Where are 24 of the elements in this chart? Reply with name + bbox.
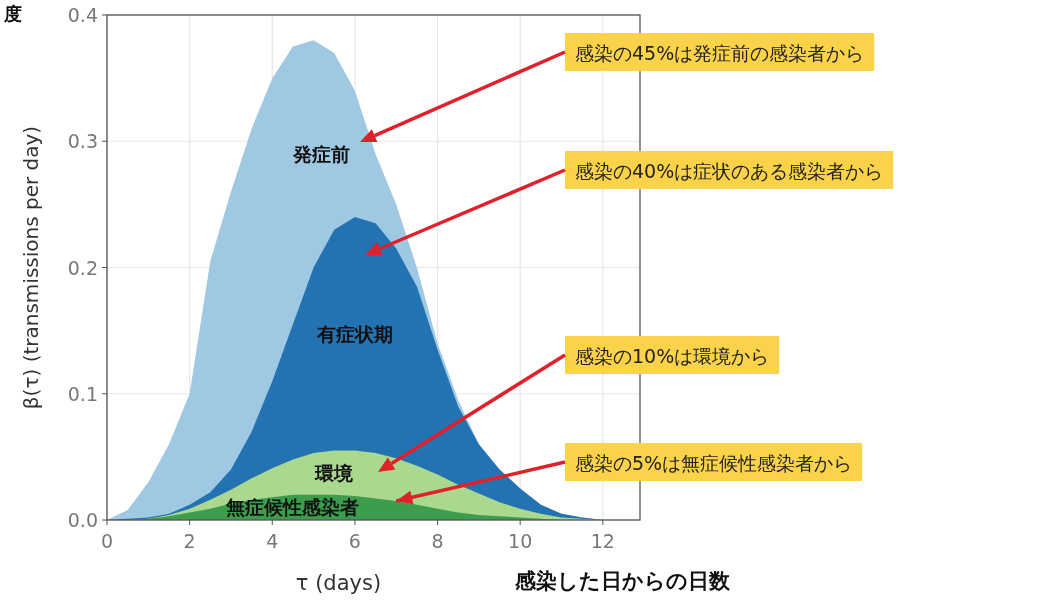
y-tick-label: 0.3 — [67, 130, 98, 153]
y-tick-label: 0.2 — [67, 256, 98, 279]
x-tick-label: 6 — [348, 530, 361, 552]
series-label: 無症候性感染者 — [225, 496, 360, 519]
y-axis-title: β(τ) (transmissions per day) — [19, 125, 43, 410]
x-tick-label: 0 — [100, 530, 114, 552]
text: 度 — [3, 3, 22, 24]
y-tick-label: 0.1 — [67, 382, 98, 405]
y-tick-label: 0.0 — [67, 509, 98, 531]
annotation: 感染の5%は無症候性感染者から — [575, 452, 853, 474]
y-tick-label: 0.4 — [67, 4, 98, 26]
annotation: 感染の45%は発症前の感染者から — [575, 42, 865, 64]
series-label: 発症前 — [292, 142, 351, 165]
x-tick-label: 2 — [183, 530, 196, 552]
text: 感染した日からの日数 — [514, 569, 731, 593]
series-label: 有症状期 — [315, 322, 393, 345]
x-tick-label: 12 — [590, 530, 615, 552]
x-tick-label: 10 — [508, 530, 533, 552]
x-tick-label: 4 — [266, 530, 279, 552]
series-label: 環境 — [314, 461, 354, 484]
x-tick-label: 8 — [431, 530, 444, 552]
annotation: 感染の40%は症状のある感染者から — [575, 160, 884, 182]
x-axis-title: τ (days) — [295, 571, 382, 595]
annotation: 感染の10%は環境から — [575, 345, 770, 367]
